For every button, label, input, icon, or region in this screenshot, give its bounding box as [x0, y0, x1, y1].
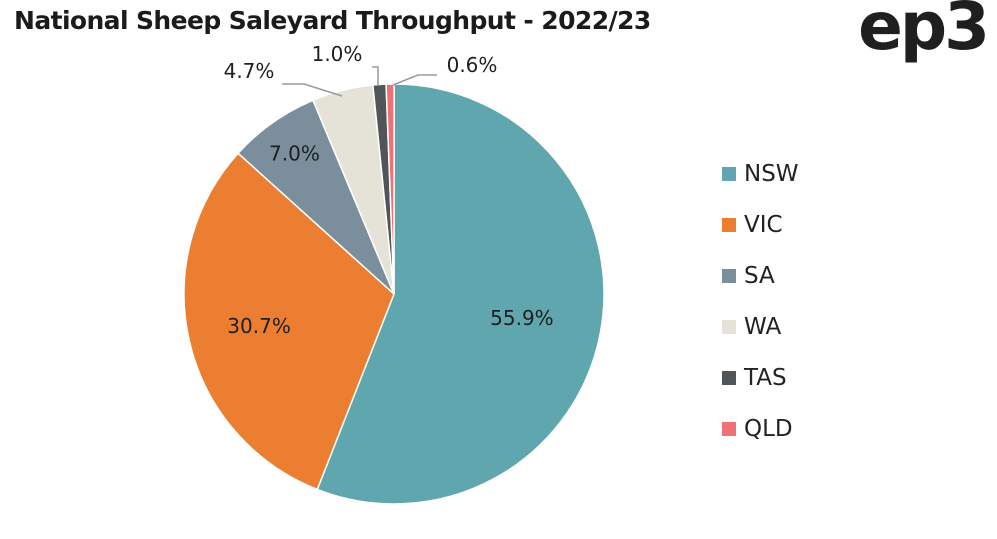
data-labels: 55.9% 30.7% 7.0% 4.7% 1.0% 0.6% — [224, 42, 554, 338]
legend-label: WA — [744, 313, 782, 340]
legend-swatch — [722, 217, 736, 232]
chart-title: National Sheep Saleyard Throughput - 202… — [14, 6, 651, 35]
legend-item-qld: QLD — [722, 403, 799, 454]
legend-item-wa: WA — [722, 301, 799, 352]
data-label-qld: 0.6% — [447, 53, 498, 77]
data-label-nsw: 55.9% — [490, 306, 554, 330]
legend-item-sa: SA — [722, 250, 799, 301]
legend-swatch — [722, 268, 736, 283]
leader-line-tas — [372, 66, 379, 85]
legend-item-vic: VIC — [722, 199, 799, 250]
pie-slice-vic — [183, 152, 395, 491]
legend-item-tas: TAS — [722, 352, 799, 403]
leader-lines — [282, 66, 437, 97]
ep3-logo: ep3 — [858, 0, 990, 65]
legend-label: NSW — [744, 160, 799, 187]
legend-swatch — [722, 421, 736, 436]
legend-swatch — [722, 319, 736, 334]
legend: NSW VIC SA WA TAS QLD — [722, 148, 799, 454]
legend-label: VIC — [744, 211, 783, 238]
legend-swatch — [722, 370, 736, 385]
legend-label: QLD — [744, 415, 793, 442]
data-label-vic: 30.7% — [227, 314, 291, 338]
leader-line-qld — [392, 74, 437, 86]
legend-swatch — [722, 166, 736, 181]
legend-label: TAS — [744, 364, 787, 391]
data-label-tas: 1.0% — [312, 42, 363, 66]
data-label-sa: 7.0% — [269, 141, 320, 165]
pie-slices — [183, 83, 605, 505]
leader-line-wa — [282, 83, 343, 97]
legend-label: SA — [744, 262, 775, 289]
pie-slice-nsw — [316, 83, 605, 505]
data-label-wa: 4.7% — [224, 59, 275, 83]
legend-item-nsw: NSW — [722, 148, 799, 199]
